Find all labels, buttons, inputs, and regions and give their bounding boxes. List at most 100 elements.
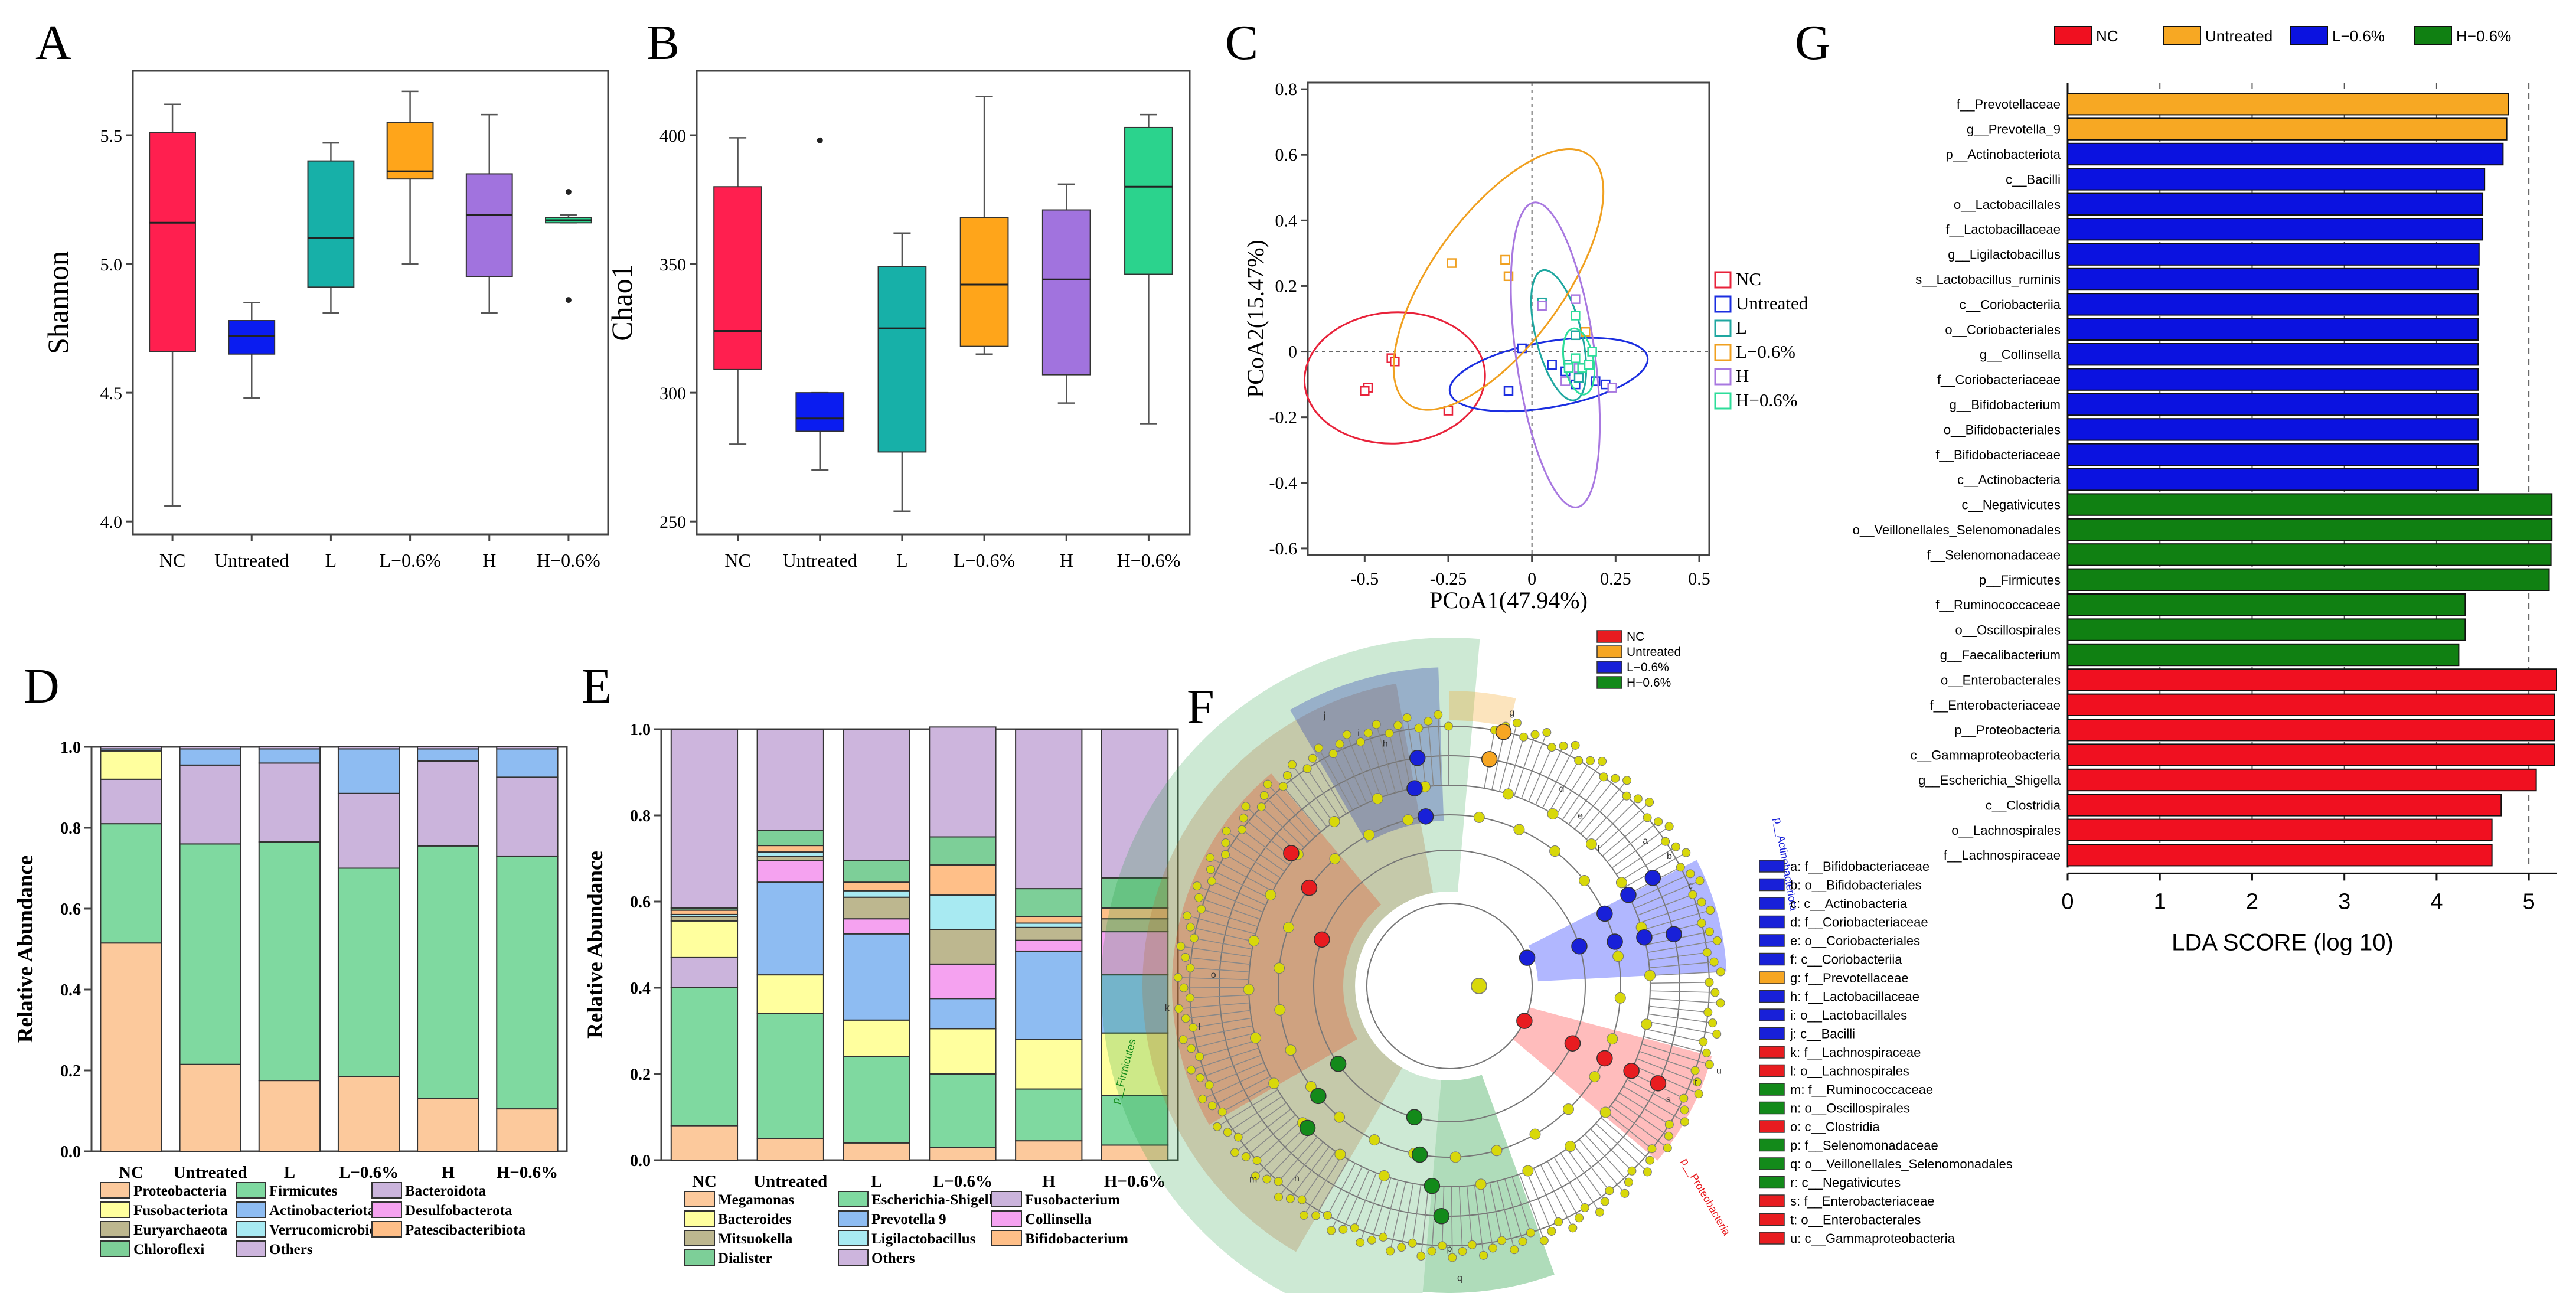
bar-segment-escherichia-shigella bbox=[1101, 1095, 1169, 1146]
lda-bar bbox=[2067, 393, 2479, 416]
sample-point bbox=[1584, 360, 1594, 370]
lda-bar bbox=[2067, 142, 2504, 166]
bar-segment-others bbox=[417, 746, 479, 750]
tree-branch bbox=[1642, 909, 1710, 930]
enriched-node bbox=[1310, 1088, 1327, 1105]
bar-segment-bacteroidota bbox=[100, 778, 162, 825]
leaf-node bbox=[1282, 770, 1292, 780]
leaf-node bbox=[1645, 1155, 1655, 1165]
y-tick-label: 1.0 bbox=[60, 739, 81, 757]
sample-point bbox=[1571, 311, 1581, 321]
x-axis-title: LDA SCORE (log 10) bbox=[2172, 929, 2394, 955]
feature-label: f__Enterobacteriaceae bbox=[1930, 698, 2061, 713]
clade-letter: o bbox=[1211, 970, 1216, 980]
lda-bar bbox=[2067, 443, 2479, 466]
box-1 bbox=[149, 132, 196, 352]
x-tick-label: H−0.6% bbox=[1104, 1172, 1165, 1191]
lda-bar bbox=[2067, 743, 2555, 766]
key-label: p: f__Selenomonadaceae bbox=[1790, 1138, 1938, 1153]
tree-branch bbox=[1639, 1050, 1696, 1071]
bar-segment-mitsuokella bbox=[843, 896, 910, 920]
feature-label: c__Gammaproteobacteria bbox=[1911, 748, 2061, 763]
x-tick-label: NC bbox=[724, 550, 750, 571]
legend-swatch bbox=[371, 1221, 402, 1238]
legend-swatch bbox=[1596, 676, 1622, 689]
key-label: j: c__Bacilli bbox=[1790, 1027, 1855, 1041]
bar-segment-bacteroides bbox=[670, 920, 739, 958]
legend-swatch bbox=[100, 1182, 130, 1199]
bar-segment-others bbox=[929, 726, 997, 838]
legend-swatch bbox=[838, 1230, 869, 1246]
leaf-node bbox=[1174, 1004, 1184, 1013]
legend-swatch bbox=[1596, 630, 1622, 643]
clade-letter: k bbox=[1165, 1003, 1170, 1013]
key-swatch bbox=[1759, 897, 1785, 910]
lda-bar bbox=[2067, 693, 2555, 716]
x-tick-label: -0.5 bbox=[1351, 569, 1379, 589]
leaf-node bbox=[1671, 842, 1680, 851]
leaf-node bbox=[1285, 1194, 1295, 1203]
y-tick-label: 0.2 bbox=[1275, 276, 1298, 296]
panel-letter-a: A bbox=[35, 15, 71, 70]
y-tick-label: 5.5 bbox=[100, 126, 123, 146]
tree-branch bbox=[1610, 1105, 1668, 1148]
key-label: u: c__Gammaproteobacteria bbox=[1790, 1231, 1955, 1246]
key-label: a: f__Bifidobacteriaceae bbox=[1790, 859, 1929, 874]
plot-frame bbox=[132, 70, 609, 536]
x-tick-label: L−0.6% bbox=[933, 1172, 992, 1191]
legend-label: Patescibacteribiota bbox=[405, 1222, 526, 1238]
tree-branch bbox=[1437, 714, 1442, 786]
leaf-node bbox=[1223, 1128, 1232, 1137]
lefse-cladogram: klomnrqpjihgcbautsdefp__Firmicutesp__Act… bbox=[1101, 630, 2013, 1293]
tree-branch bbox=[1615, 1099, 1669, 1137]
leaf-node bbox=[1241, 802, 1251, 811]
bar-segment-bifidobacterium bbox=[756, 845, 824, 853]
tree-node bbox=[1614, 992, 1626, 1004]
y-tick-label: 4.0 bbox=[100, 512, 123, 532]
bar-segment-fusobacteriota bbox=[100, 750, 162, 780]
y-tick-label: 0.4 bbox=[1275, 211, 1298, 230]
leaf-node bbox=[1645, 798, 1654, 807]
leaf-node bbox=[1314, 743, 1323, 753]
enriched-node bbox=[1596, 1050, 1613, 1067]
tree-branch bbox=[1542, 745, 1576, 809]
y-tick-label: 1.0 bbox=[630, 721, 651, 739]
bar-segment-dialister bbox=[1015, 888, 1083, 917]
leaf-node bbox=[1311, 1211, 1321, 1220]
leaf-node bbox=[1197, 905, 1206, 914]
tree-branch bbox=[1312, 757, 1347, 814]
tree-branch bbox=[1647, 940, 1718, 954]
tree-branch bbox=[1242, 829, 1289, 866]
x-tick-label: L bbox=[325, 550, 337, 571]
key-label: t: o__Enterobacterales bbox=[1790, 1213, 1921, 1227]
bar-segment-collinsella bbox=[843, 918, 910, 935]
tree-branch bbox=[1327, 1163, 1356, 1216]
leaf-node bbox=[1694, 1089, 1703, 1099]
sector-prevotellaceae bbox=[1449, 691, 1516, 727]
tree-node bbox=[1579, 874, 1591, 886]
key-label: d: f__Coriobacteriaceae bbox=[1790, 915, 1928, 930]
leaf-node bbox=[1693, 1078, 1702, 1087]
tree-node bbox=[1473, 811, 1485, 823]
panel-letter-g: G bbox=[1795, 15, 1831, 70]
tree-branch bbox=[1245, 1114, 1297, 1157]
legend-label: Collinsella bbox=[1025, 1212, 1092, 1227]
lda-bar bbox=[2067, 168, 2486, 191]
leaf-node bbox=[1263, 779, 1272, 789]
tree-branch bbox=[1535, 746, 1564, 805]
tree-branch bbox=[1238, 1102, 1287, 1138]
leaf-node bbox=[1595, 1207, 1605, 1217]
bar-segment-actinobacteriota bbox=[417, 748, 479, 762]
legend-swatch bbox=[684, 1249, 715, 1266]
feature-label: f__Coriobacteriaceae bbox=[1937, 373, 2061, 387]
leaf-node bbox=[1682, 848, 1691, 857]
plot-frame bbox=[696, 70, 1191, 536]
leaf-node bbox=[1427, 1246, 1436, 1256]
enriched-node bbox=[1495, 723, 1512, 740]
x-tick-label: 1 bbox=[2154, 889, 2166, 914]
sample-point bbox=[1571, 330, 1581, 341]
enriched-node bbox=[1417, 808, 1434, 825]
leaf-node bbox=[1680, 1105, 1689, 1115]
clade-letter: j bbox=[1323, 711, 1326, 721]
leaf-node bbox=[1274, 1192, 1284, 1201]
